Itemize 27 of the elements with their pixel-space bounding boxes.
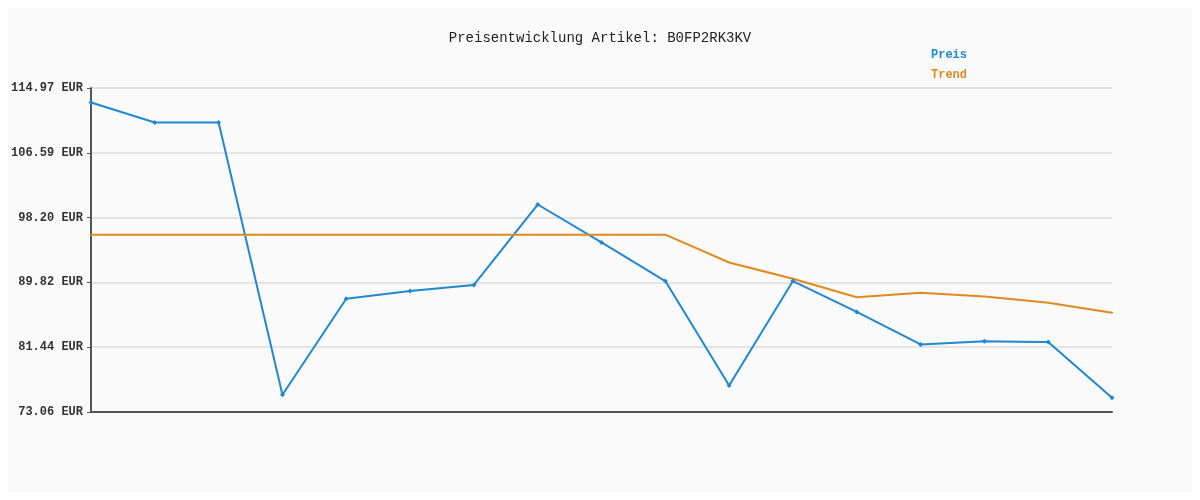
point <box>854 309 860 315</box>
point <box>599 239 605 245</box>
y-tick-label: 81.44 EUR <box>18 340 84 355</box>
point <box>471 282 477 288</box>
point <box>981 338 987 344</box>
y-tick-label: 73.06 EUR <box>18 405 84 419</box>
point <box>279 392 285 398</box>
chart-title: Preisentwicklung Artikel: B0FP2RK3KV <box>448 30 752 46</box>
point <box>88 99 94 105</box>
point <box>790 278 796 284</box>
text: Preis <box>930 48 968 62</box>
point <box>535 202 541 207</box>
point <box>343 296 349 302</box>
point <box>1045 339 1051 345</box>
point <box>726 382 732 388</box>
point <box>216 120 222 126</box>
y-tick-label: 98.20 EUR <box>18 210 84 225</box>
line-series <box>90 233 1113 314</box>
text: Trend <box>930 68 968 82</box>
point <box>407 288 413 294</box>
point <box>662 278 668 284</box>
y-tick-label: 114.97 EUR <box>11 81 84 95</box>
y-tick-label: 106.59 EUR <box>11 145 84 160</box>
point <box>1109 395 1115 401</box>
point <box>918 341 924 347</box>
y-tick-label: 89.82 EUR <box>18 275 84 290</box>
point <box>152 120 158 126</box>
